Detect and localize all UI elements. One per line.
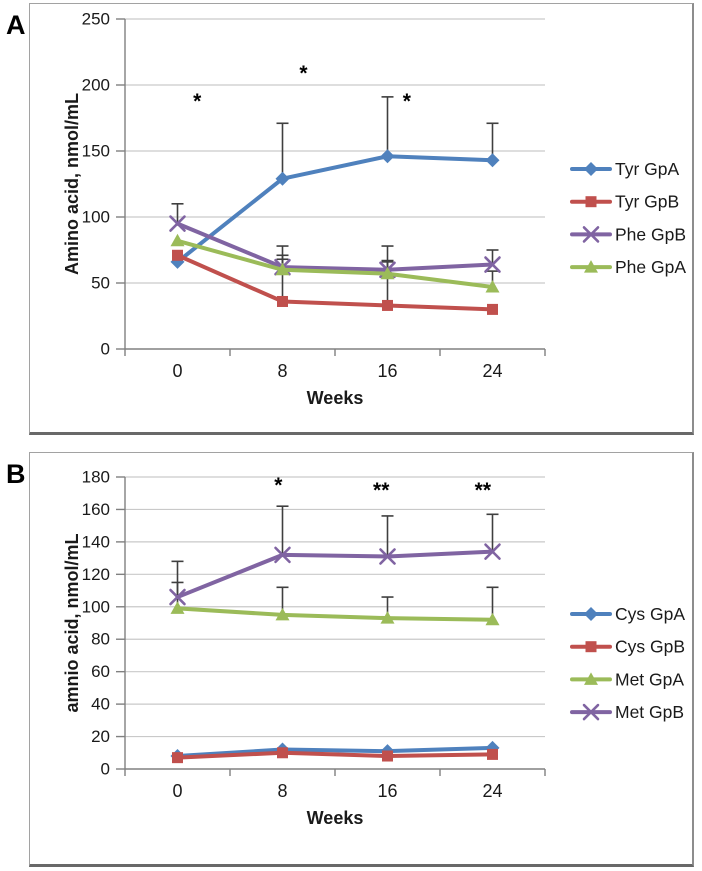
marker-cys-gpb	[487, 748, 498, 760]
legend-label-phe-gpa: Phe GpA	[615, 257, 686, 277]
y-axis-title: amnio acid, nmol/mL	[62, 533, 82, 712]
legend-label-met-gpa: Met GpA	[615, 669, 684, 689]
legend-marker-cys-gpa	[584, 607, 598, 621]
significance-asterisk: **	[475, 479, 492, 502]
marker-tyr-gpb	[487, 303, 498, 315]
panel-a-label: A	[6, 10, 26, 40]
x-tick-label: 0	[172, 781, 182, 801]
series-line-cys-gpb	[175, 750, 495, 760]
marker-met-gpa	[380, 611, 395, 624]
legend-label-tyr-gpa: Tyr GpA	[615, 159, 680, 179]
series-line-phe-gpa	[175, 238, 495, 289]
y-tick-label: 0	[101, 340, 110, 359]
x-tick-label: 24	[482, 361, 502, 381]
series-line-met-gpb	[175, 549, 495, 600]
marker-met-gpb	[484, 543, 501, 560]
y-tick-label: 80	[91, 630, 110, 649]
legend-marker-met-gpb	[582, 703, 600, 721]
panel-b: 0 20 40 60 80 100 120 140 160 180 0 8 16 24 amnio acid…	[29, 452, 694, 867]
marker-phe-gpa	[485, 279, 500, 293]
marker-cys-gpb	[277, 747, 288, 759]
significance-asterisk: **	[373, 479, 390, 502]
marker-met-gpa	[275, 607, 290, 621]
y-tick-label: 150	[82, 142, 110, 161]
x-tick-label: 8	[277, 781, 287, 801]
series-line-cys-gpa	[175, 745, 495, 759]
series-line-tyr-gpb	[175, 253, 495, 312]
y-tick-label: 250	[82, 10, 110, 29]
x-tick-label: 8	[277, 361, 287, 381]
significance-asterisk: *	[299, 62, 308, 85]
marker-cys-gpb	[382, 750, 393, 762]
legend-marker-tyr-gpa	[584, 162, 598, 176]
marker-met-gpa	[170, 601, 185, 614]
y-axis-title: Amino acid, nmol/mL	[62, 93, 82, 275]
x-axis-title: Weeks	[307, 808, 364, 828]
marker-phe-gpa	[380, 266, 395, 280]
y-tick-label: 50	[91, 274, 110, 293]
x-tick-label: 16	[377, 361, 397, 381]
legend-marker-met-gpa	[584, 672, 598, 685]
marker-met-gpb	[169, 588, 186, 606]
series-line-tyr-gpa	[175, 154, 495, 264]
marker-phe-gpb	[484, 256, 501, 273]
marker-met-gpa	[485, 612, 500, 626]
y-tick-label: 40	[91, 695, 110, 714]
legend-marker-cys-gpb	[585, 641, 597, 653]
marker-met-gpb	[379, 548, 396, 565]
y-tick-label: 140	[82, 532, 110, 551]
significance-asterisk: *	[403, 90, 412, 113]
significance-asterisk: *	[193, 90, 202, 113]
legend-label-cys-gpb: Cys GpB	[615, 637, 685, 657]
legend-label-tyr-gpb: Tyr GpB	[615, 192, 679, 212]
marker-cys-gpa	[485, 740, 500, 755]
marker-cys-gpb	[172, 752, 183, 764]
y-tick-label: 60	[91, 662, 110, 681]
marker-tyr-gpb	[172, 249, 183, 261]
marker-phe-gpa	[275, 262, 290, 276]
y-tick-label: 180	[82, 468, 110, 487]
significance-asterisk: *	[274, 474, 283, 497]
marker-phe-gpb	[169, 215, 186, 232]
y-tick-label: 160	[82, 500, 110, 519]
y-tick-label: 100	[82, 597, 110, 616]
y-tick-label: 20	[91, 727, 110, 746]
marker-tyr-gpa	[485, 153, 500, 168]
marker-tyr-gpa	[380, 149, 395, 164]
panel-a: 0 50 100 150 200 250 0 8 16 24 Amino acid, nmol/mL…	[29, 3, 694, 435]
y-tick-label: 120	[82, 565, 110, 584]
series-line-met-gpa	[175, 606, 495, 622]
legend-label-phe-gpb: Phe GpB	[615, 224, 686, 244]
marker-tyr-gpb	[277, 295, 288, 307]
panel-b-label: B	[6, 459, 26, 489]
legend-marker-phe-gpb	[582, 226, 600, 243]
legend-label-met-gpb: Met GpB	[615, 702, 684, 722]
chart-panel-b: 0 20 40 60 80 100 120 140 160 180 0 8 16 24 amnio acid…	[62, 468, 685, 829]
chart-panel-a: 0 50 100 150 200 250 0 8 16 24 Amino acid, nmol/mL…	[62, 10, 686, 409]
marker-met-gpb	[274, 546, 291, 564]
series-line-phe-gpb	[175, 221, 495, 272]
x-tick-label: 16	[377, 781, 397, 801]
x-tick-label: 0	[172, 361, 182, 381]
marker-tyr-gpa	[275, 171, 290, 186]
y-tick-label: 200	[82, 76, 110, 95]
x-tick-label: 24	[482, 781, 502, 801]
x-axis-title: Weeks	[307, 388, 364, 408]
marker-phe-gpa	[170, 233, 185, 247]
legend-marker-phe-gpa	[584, 260, 598, 273]
legend-label-cys-gpa: Cys GpA	[615, 604, 685, 624]
y-tick-label: 0	[101, 760, 110, 779]
marker-tyr-gpb	[382, 299, 393, 311]
legend-marker-tyr-gpb	[585, 196, 597, 208]
y-tick-label: 100	[82, 208, 110, 227]
